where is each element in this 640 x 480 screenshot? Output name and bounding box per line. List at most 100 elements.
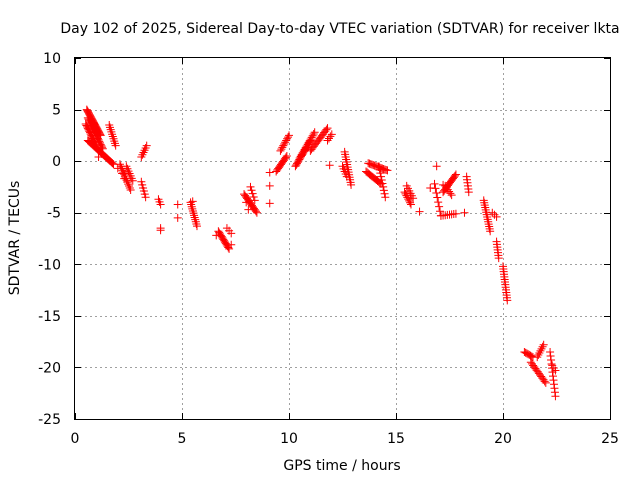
data-point bbox=[534, 351, 543, 360]
data-point bbox=[140, 146, 149, 155]
y-tick-label: -10 bbox=[38, 257, 61, 273]
data-point bbox=[426, 183, 435, 192]
data-point bbox=[156, 226, 165, 235]
data-point bbox=[88, 124, 97, 133]
data-point bbox=[126, 186, 135, 195]
data-point bbox=[541, 378, 550, 387]
x-axis-label: GPS time / hours bbox=[283, 458, 400, 474]
data-point bbox=[376, 169, 385, 178]
data-point bbox=[252, 208, 261, 217]
data-point bbox=[323, 124, 332, 133]
data-point bbox=[432, 188, 441, 197]
y-tick-label: -15 bbox=[38, 309, 61, 325]
data-point bbox=[190, 213, 199, 222]
data-point bbox=[303, 140, 312, 149]
data-point bbox=[247, 186, 256, 195]
data-point bbox=[296, 152, 305, 161]
data-point bbox=[406, 200, 415, 209]
data-point bbox=[492, 212, 501, 221]
data-point bbox=[409, 194, 418, 203]
x-tick-label: 25 bbox=[601, 431, 619, 447]
y-tick-label: -25 bbox=[38, 412, 61, 428]
data-point bbox=[111, 141, 120, 150]
data-point bbox=[537, 344, 546, 353]
y-tick-label: 5 bbox=[52, 103, 61, 119]
data-point bbox=[300, 145, 309, 154]
data-point bbox=[249, 192, 258, 201]
data-point bbox=[120, 174, 129, 183]
data-point bbox=[278, 143, 287, 152]
x-tick-label: 20 bbox=[494, 431, 512, 447]
chart-title: Day 102 of 2025, Sidereal Day-to-day VTE… bbox=[60, 21, 619, 37]
data-point bbox=[285, 131, 293, 140]
data-point bbox=[488, 208, 497, 217]
data-point bbox=[447, 191, 456, 200]
data-point bbox=[324, 134, 333, 143]
data-point bbox=[406, 198, 415, 207]
data-point bbox=[250, 196, 259, 205]
data-point bbox=[110, 137, 119, 146]
y-tick-label: -20 bbox=[38, 360, 61, 376]
data-point bbox=[188, 207, 197, 216]
data-point bbox=[377, 176, 386, 185]
data-point bbox=[141, 143, 150, 152]
data-point bbox=[173, 213, 182, 222]
x-tick-label: 10 bbox=[280, 431, 298, 447]
data-point bbox=[297, 150, 306, 159]
data-point bbox=[490, 210, 499, 219]
data-point bbox=[450, 171, 459, 180]
data-point bbox=[432, 162, 441, 171]
data-point bbox=[304, 138, 313, 147]
data-point bbox=[551, 392, 560, 401]
data-point bbox=[322, 125, 331, 134]
data-point bbox=[139, 148, 148, 157]
data-point bbox=[533, 353, 542, 362]
data-point bbox=[404, 195, 413, 204]
data-point bbox=[325, 161, 334, 170]
data-point bbox=[379, 186, 388, 195]
data-point bbox=[347, 180, 356, 189]
data-point bbox=[188, 197, 197, 206]
data-point bbox=[403, 193, 412, 202]
data-point bbox=[186, 198, 195, 207]
data-point bbox=[276, 146, 285, 155]
data-point bbox=[137, 153, 146, 162]
data-point bbox=[97, 149, 106, 158]
data-point bbox=[503, 296, 512, 305]
data-point bbox=[115, 160, 124, 169]
data-point bbox=[302, 142, 311, 151]
data-point bbox=[105, 121, 114, 130]
y-tick-label: 0 bbox=[52, 154, 61, 170]
data-point bbox=[192, 222, 201, 231]
data-point bbox=[192, 219, 201, 228]
y-axis-label: SDTVAR / TECUs bbox=[7, 181, 23, 296]
data-point bbox=[283, 134, 292, 143]
data-point bbox=[142, 141, 151, 150]
data-point bbox=[439, 180, 448, 189]
data-point bbox=[527, 352, 536, 361]
data-point bbox=[265, 168, 274, 177]
data-point bbox=[281, 138, 290, 147]
plot-frame bbox=[74, 57, 611, 420]
grid-lines bbox=[75, 58, 610, 419]
data-point bbox=[125, 184, 134, 193]
data-point bbox=[227, 240, 236, 249]
data-point bbox=[435, 202, 444, 211]
data-point bbox=[187, 202, 196, 211]
data-point bbox=[110, 139, 119, 148]
data-point bbox=[295, 154, 304, 163]
data-point bbox=[108, 132, 117, 141]
data-point bbox=[377, 172, 386, 181]
data-point bbox=[551, 366, 560, 375]
data-point bbox=[381, 193, 390, 202]
data-point bbox=[486, 227, 495, 236]
data-point bbox=[108, 159, 117, 168]
data-point bbox=[301, 143, 310, 152]
x-tick-labels: 0 5 10 15 20 25 bbox=[71, 431, 619, 447]
data-point bbox=[494, 254, 503, 263]
data-point bbox=[374, 162, 383, 171]
data-point bbox=[138, 150, 147, 159]
data-point bbox=[378, 179, 387, 188]
y-tick-label: 10 bbox=[43, 51, 61, 67]
